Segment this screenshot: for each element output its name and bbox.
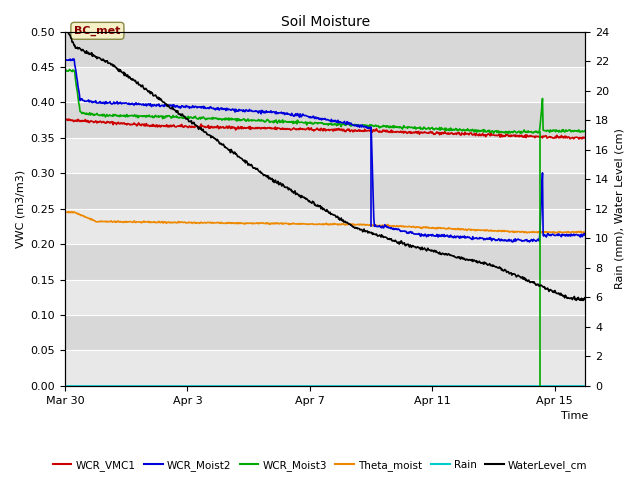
Bar: [65, 350, 586, 386]
Bar: [65, 138, 586, 173]
Title: Soil Moisture: Soil Moisture: [281, 15, 370, 29]
Bar: [65, 102, 586, 138]
Bar: [65, 209, 586, 244]
Y-axis label: VWC (m3/m3): VWC (m3/m3): [15, 169, 25, 248]
Bar: [65, 315, 586, 350]
Bar: [65, 32, 586, 67]
Bar: [65, 280, 586, 315]
Y-axis label: Rain (mm), Water Level (cm): Rain (mm), Water Level (cm): [615, 128, 625, 289]
X-axis label: Time: Time: [561, 411, 589, 421]
Text: BC_met: BC_met: [74, 26, 120, 36]
Legend: WCR_VMC1, WCR_Moist2, WCR_Moist3, Theta_moist, Rain, WaterLevel_cm: WCR_VMC1, WCR_Moist2, WCR_Moist3, Theta_…: [49, 456, 591, 475]
Bar: [65, 173, 586, 209]
Bar: [65, 244, 586, 280]
Bar: [65, 67, 586, 102]
